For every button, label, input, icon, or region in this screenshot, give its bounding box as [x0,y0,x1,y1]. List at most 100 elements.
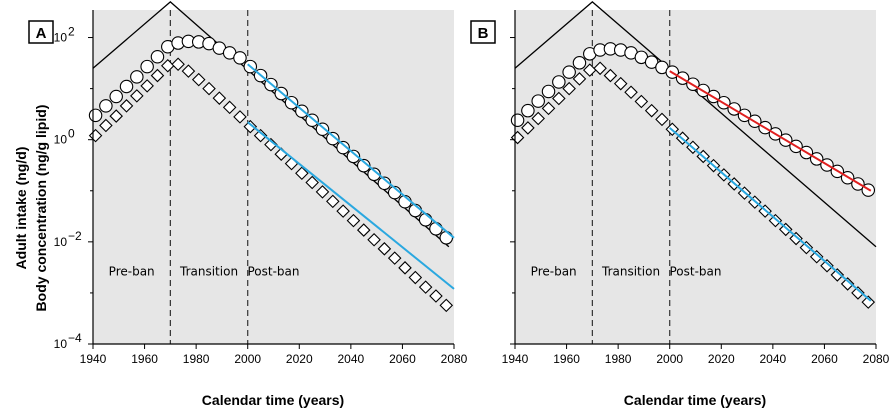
panel-a-ticks: 1940 1960 1980 2000 2020 2040 2060 208010−410−2… [54,10,468,366]
panel-b-diamond-point [593,61,607,76]
panel-a-circle-point [326,131,340,146]
panel-a-diamond-point [130,89,144,103]
panel-a-diamond-point [377,242,392,256]
panel-b-diamond-point [510,130,525,145]
panel-a-diamond-point [233,110,247,124]
y-tick-label: 10 [54,337,68,351]
panel-a-x-tick-label: 1940 [80,352,107,366]
panel-b-x-tick-label: 2000 [656,352,683,366]
panel-a-diamond-point [202,81,216,96]
panel-b-diamond-point [820,258,834,273]
panel-a-x-tick-label: 1960 [131,352,158,366]
panel-b-x-tick-label: 2020 [708,352,735,366]
panel-a-diamond-point [109,109,123,123]
panel-a-region-label: Transition [179,264,238,278]
panel-b-diamond-point [644,103,659,118]
y-tick-label: 10 [54,235,68,249]
panel-b-diamond-point [531,111,545,126]
panel-b-diamond-point [634,94,649,109]
panel-b-diamond-point [624,85,638,99]
panel-a-diamond-point [161,58,175,73]
panel-a-circle-point [88,108,103,123]
panel-b-x-tick-label: 2040 [760,352,787,366]
panel-a-circle-point [150,50,165,64]
panel-a-diamond-point [243,119,258,134]
panel-a-diamond-point [181,64,196,78]
panel-a-diamond-point [346,213,361,228]
panel-b-letter: B [478,25,489,42]
panel-b-circle-point [541,84,556,99]
panel-a-diamond-point [429,289,443,303]
panel-a-region-label: Pre-ban [109,264,155,278]
panel-a-circle-point [119,79,134,94]
panel-a-intake-line [92,0,450,248]
panel-a-diamond-point [222,100,237,115]
panel-b-x-tick-label: 2060 [811,352,838,366]
panel-b-circle-point [510,113,525,128]
panel-b-plot-area [515,10,876,344]
panel-a-circle-point [336,140,350,155]
panel-a-circle-point [140,59,154,74]
panel-b-circle-point [562,65,576,79]
panel-b-fit-line [669,127,872,302]
panel-b-circle-point [531,94,545,108]
panel-a-x-tick-label: 2060 [389,352,416,366]
y-tick-exponent: 2 [68,25,75,39]
panel-a-circle-point [315,122,330,137]
panel-b-region-label: Post-ban [669,264,721,278]
panel-b-x-tick-label: 1980 [605,352,632,366]
y-tick-exponent: −2 [68,229,82,243]
panel-b-x-axis-label: Calendar time (years) [624,392,766,408]
panel-b-diamond-point [655,112,669,127]
panel-b-x-tick-label: 1940 [502,352,529,366]
panel-a-circle-point [130,70,144,84]
panel-b-diamond-point [613,76,628,91]
y-tick-label: 10 [54,31,68,45]
panel-a-circle-point [356,158,371,173]
panel-a-circle-point [439,231,454,245]
panel-a-diamond-point [398,261,412,275]
panel-b-diamond-point [552,91,566,106]
panel-a-fit-line [247,121,455,290]
panel-a-diamond-point [367,232,381,247]
panel-b-diamond-point [778,222,793,237]
panel-b-diamond-point [851,286,865,300]
panel-b-diamond-point [521,121,535,135]
panel-b-diamond-point [799,240,814,255]
panel-a: Pre-ban Transition Post-ban 1940 1960 1980 20… [28,0,468,408]
panel-b-intake-line [514,0,877,248]
y-axis-label-line1: Adult intake (ng/d) [13,147,29,270]
panel-a-diamond-point [99,118,113,133]
panel-a-circle-point [109,89,123,104]
panel-a-label-box: A [28,20,54,44]
panel-a-diamond-point [295,166,309,181]
y-tick-exponent: 0 [68,127,75,141]
panel-b-diamond-point [840,277,855,291]
panel-a-diamond-point [408,270,423,285]
panel-a-diamond-point [418,280,433,294]
y-axis-label-line2: Body concentration (ng/g lipid) [33,105,49,312]
panel-a-x-tick-label: 2020 [286,352,313,366]
panel-b-diamond-point [603,68,618,83]
panel-a-diamond-point [140,79,154,93]
panel-a-circle-point [367,167,381,182]
panel-a-diamond-point [171,57,185,72]
panel-a-x-tick-label: 2000 [234,352,261,366]
panel-a-circle-point [346,149,361,164]
panel-a-diamond-point [336,204,350,218]
y-tick-exponent: −4 [68,331,82,345]
panel-a-diamond-point [439,298,454,313]
panel-b-diamond-point [572,72,587,86]
panel-b-x-tick-label: 1960 [553,352,580,366]
panel-a-diamond-point [356,223,371,237]
panel-b-diamond-point [789,231,803,246]
panel-b-diamond-point [861,295,876,309]
panel-a-diamond-point [253,128,268,143]
panel-a-diamond-point [326,194,340,209]
panel-b-diamond-point [830,268,845,282]
panel-b-circle-point [552,75,566,89]
panel-b-region-label: Transition [601,264,660,278]
panel-a-series: Pre-ban Transition Post-ban [88,0,455,344]
panel-b-x-tick-label: 2080 [863,352,890,366]
